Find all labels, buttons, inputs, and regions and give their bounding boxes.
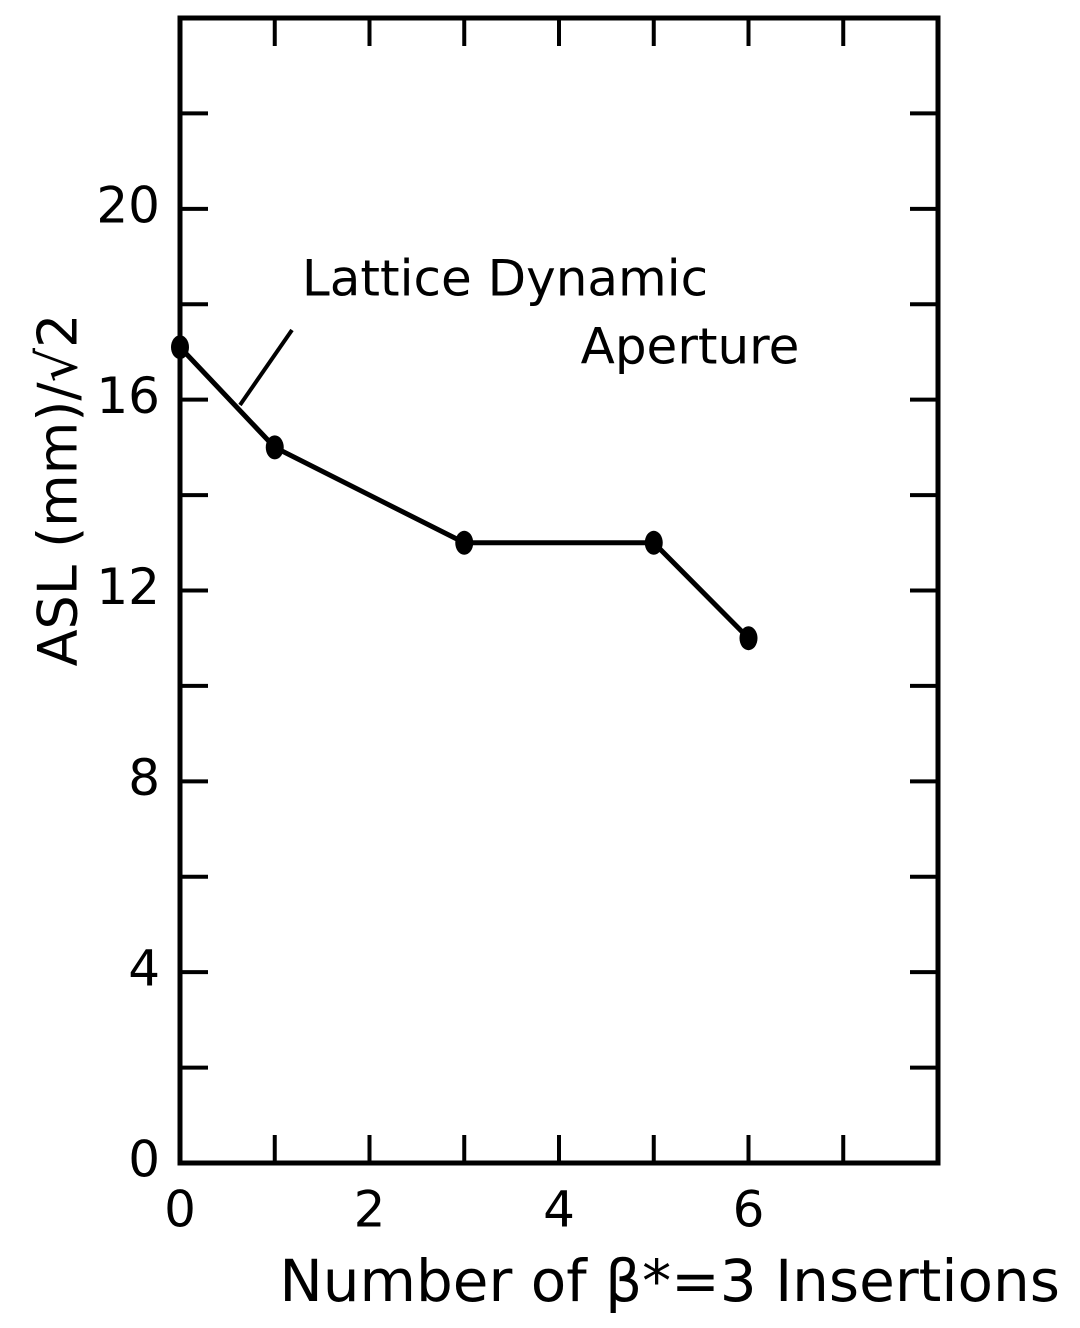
y-tick-label: 0: [128, 1131, 160, 1189]
data-point: [266, 435, 284, 459]
y-tick-label: 20: [96, 176, 160, 234]
data-point: [455, 531, 473, 555]
y-tick-label: 16: [96, 367, 160, 425]
y-tick-label: 12: [96, 558, 160, 616]
x-tick-label: 0: [164, 1181, 196, 1239]
x-axis-label: Number of β*=3 Insertions: [279, 1247, 1060, 1315]
data-point: [645, 531, 663, 555]
x-tick-label: 4: [543, 1181, 575, 1239]
y-axis-label: ASL (mm)/√2: [27, 314, 90, 667]
x-tick-label: 6: [733, 1181, 765, 1239]
y-tick-label: 8: [128, 749, 160, 807]
chart: Number of β*=3 Insertions ASL (mm)/√2 La…: [0, 0, 1080, 1328]
data-line: [180, 347, 749, 638]
plot-frame: [180, 18, 938, 1163]
page: Number of β*=3 Insertions ASL (mm)/√2 La…: [0, 0, 1080, 1328]
y-tick-label: 4: [128, 940, 160, 998]
data-point: [740, 626, 758, 650]
data-point: [171, 335, 189, 359]
annotation: Aperture: [581, 318, 800, 376]
annotation-leader: [240, 330, 292, 405]
x-tick-label: 2: [354, 1181, 386, 1239]
annotation: Lattice Dynamic: [302, 250, 708, 308]
